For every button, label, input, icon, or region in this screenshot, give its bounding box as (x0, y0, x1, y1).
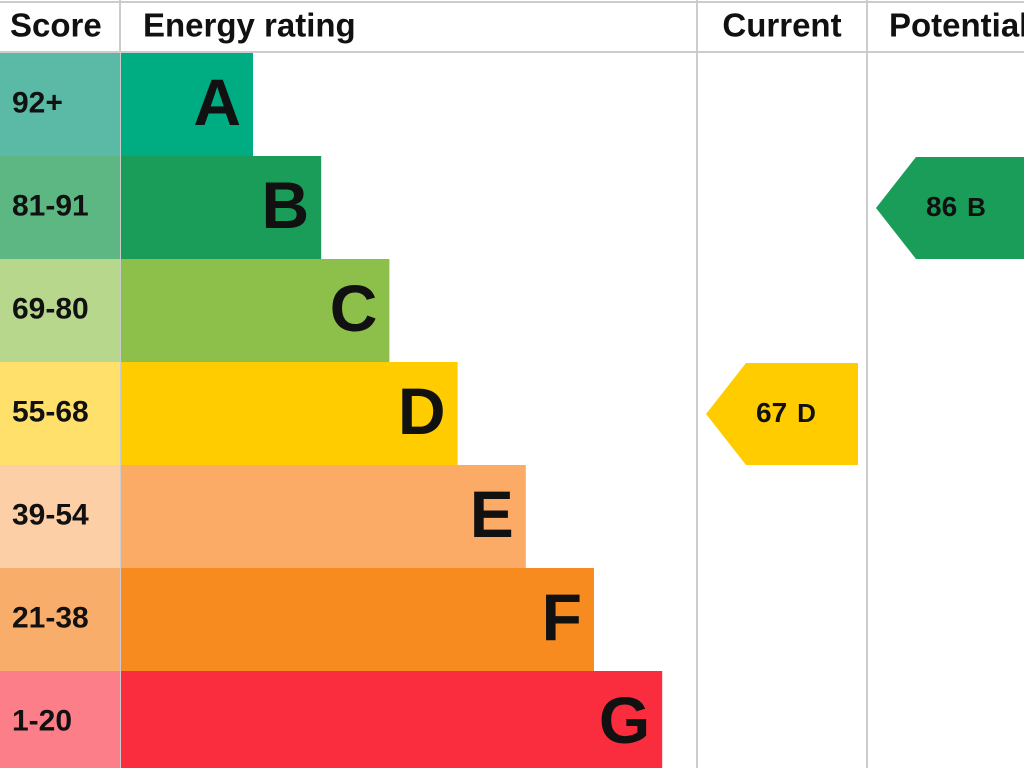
rating-letter: G (599, 683, 650, 757)
score-label: 1-20 (12, 704, 72, 737)
header-current: Current (722, 7, 841, 44)
header-potential: Potential (889, 7, 1024, 44)
score-cell (0, 53, 120, 156)
score-label: 55-68 (12, 395, 89, 428)
potential-arrow (876, 157, 1024, 259)
potential-score: 86 (926, 191, 957, 222)
potential-label: 86 B (926, 191, 986, 222)
rating-bar (121, 465, 526, 568)
rating-letter: E (470, 477, 514, 551)
rating-bar (121, 671, 663, 768)
score-cell (0, 465, 120, 568)
rating-letter: D (398, 374, 446, 448)
current-rating: D (797, 398, 816, 428)
rating-letter: A (193, 65, 241, 139)
rating-bar (121, 362, 458, 465)
rating-bar (121, 259, 390, 362)
score-label: 21-38 (12, 601, 89, 634)
rating-bar (121, 156, 322, 259)
score-cell (0, 671, 120, 768)
score-cell (0, 568, 120, 671)
current-arrow (706, 363, 858, 465)
score-label: 81-91 (12, 189, 89, 222)
score-label: 69-80 (12, 292, 89, 325)
score-label: 92+ (12, 86, 63, 119)
score-cell (0, 362, 120, 465)
rating-bar (121, 568, 594, 671)
header-score: Score (10, 7, 102, 44)
score-cell (0, 259, 120, 362)
score-label: 39-54 (12, 498, 89, 531)
header-rating: Energy rating (143, 7, 356, 44)
rating-letter: B (262, 168, 310, 242)
rating-bar (121, 53, 253, 156)
rating-letter: C (330, 271, 378, 345)
potential-rating: B (967, 192, 986, 222)
score-cell (0, 156, 120, 259)
current-score: 67 (756, 397, 787, 428)
rating-letter: F (542, 580, 582, 654)
current-label: 67 D (756, 397, 816, 428)
